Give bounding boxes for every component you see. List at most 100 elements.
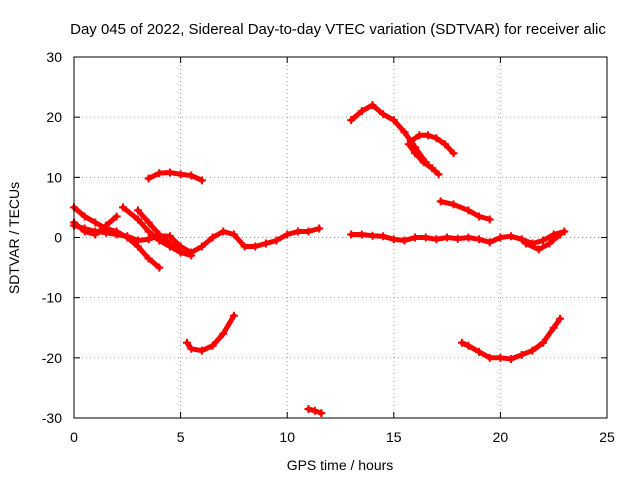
series-arc-12 [404, 140, 443, 179]
data-point [133, 206, 142, 215]
data-point [411, 149, 420, 158]
data-point [80, 212, 89, 221]
data-point [208, 341, 217, 350]
x-axis-label: GPS time / hours [287, 457, 394, 473]
data-point [133, 242, 142, 251]
x-tick-label: 15 [386, 429, 402, 445]
data-point [517, 235, 526, 244]
data-point [464, 341, 473, 350]
data-point [534, 245, 543, 254]
data-point [464, 206, 473, 215]
data-point [176, 248, 185, 257]
data-point [379, 232, 388, 241]
data-point [229, 311, 238, 320]
data-point [411, 233, 420, 242]
data-point [293, 227, 302, 236]
data-point [539, 338, 548, 347]
data-point [389, 235, 398, 244]
data-point [315, 224, 324, 233]
data-point [310, 406, 319, 415]
data-point [539, 236, 548, 245]
data-point [91, 218, 100, 227]
y-tick-label: -10 [42, 290, 62, 306]
data-point [379, 110, 388, 119]
data-points [70, 101, 569, 418]
y-tick-label: -20 [42, 350, 62, 366]
data-point [449, 200, 458, 209]
data-point [182, 338, 191, 347]
data-point [436, 197, 445, 206]
series-arc-9 [304, 404, 326, 418]
data-point [507, 355, 516, 364]
data-point [434, 170, 443, 179]
data-point [219, 227, 228, 236]
data-point [197, 242, 206, 251]
data-point [485, 353, 494, 362]
data-point [144, 254, 153, 263]
data-point [123, 233, 132, 242]
data-point [304, 227, 313, 236]
data-point [432, 134, 441, 143]
y-tick-label: 30 [46, 49, 62, 65]
data-point [317, 409, 326, 418]
axis-ticks: 0 5 10 15 20 25 -30 -20 -10 0 10 20 30 [42, 49, 615, 445]
data-point [496, 353, 505, 362]
chart-title: Day 045 of 2022, Sidereal Day-to-day VTE… [70, 21, 606, 38]
data-point [144, 174, 153, 183]
data-point [556, 230, 565, 239]
y-tick-label: 10 [46, 169, 62, 185]
data-point [347, 230, 356, 239]
data-point [496, 233, 505, 242]
data-point [208, 233, 217, 242]
data-point [165, 239, 174, 248]
series-arc-4 [70, 203, 164, 272]
data-point [475, 235, 484, 244]
data-point [400, 128, 409, 137]
data-point [165, 168, 174, 177]
data-point [155, 263, 164, 272]
data-point [357, 107, 366, 116]
data-point [357, 230, 366, 239]
data-point [419, 158, 428, 167]
data-point [421, 233, 430, 242]
data-point [304, 404, 313, 413]
series-arc-11 [406, 131, 458, 158]
data-point [432, 235, 441, 244]
data-point [415, 131, 424, 140]
data-point [440, 140, 449, 149]
data-point [251, 242, 260, 251]
data-point [165, 232, 174, 241]
x-tick-label: 25 [599, 429, 615, 445]
data-point [545, 239, 554, 248]
series-arc-15 [521, 230, 565, 254]
data-point [272, 236, 281, 245]
data-point [368, 231, 377, 240]
series-arc-14 [458, 314, 565, 364]
data-point [219, 329, 228, 338]
data-point [240, 242, 249, 251]
data-point [485, 238, 494, 247]
data-point [507, 232, 516, 241]
data-point [556, 314, 565, 323]
data-point [389, 116, 398, 125]
data-point [144, 227, 153, 236]
data-point [347, 116, 356, 125]
data-point [187, 251, 196, 260]
data-point [187, 344, 196, 353]
x-tick-label: 0 [70, 429, 78, 445]
series-line [523, 232, 563, 252]
data-point [521, 239, 530, 248]
series-arc-8 [182, 311, 238, 355]
data-point [133, 215, 142, 224]
data-point [549, 323, 558, 332]
data-point [144, 235, 153, 244]
x-tick-label: 20 [493, 429, 509, 445]
series-arc-2 [347, 227, 569, 248]
x-tick-label: 5 [177, 429, 185, 445]
data-point [449, 149, 458, 158]
data-point [404, 140, 413, 149]
data-point [475, 347, 484, 356]
data-point [101, 224, 110, 233]
y-axis-label: SDTVAR / TECUs [6, 182, 22, 294]
